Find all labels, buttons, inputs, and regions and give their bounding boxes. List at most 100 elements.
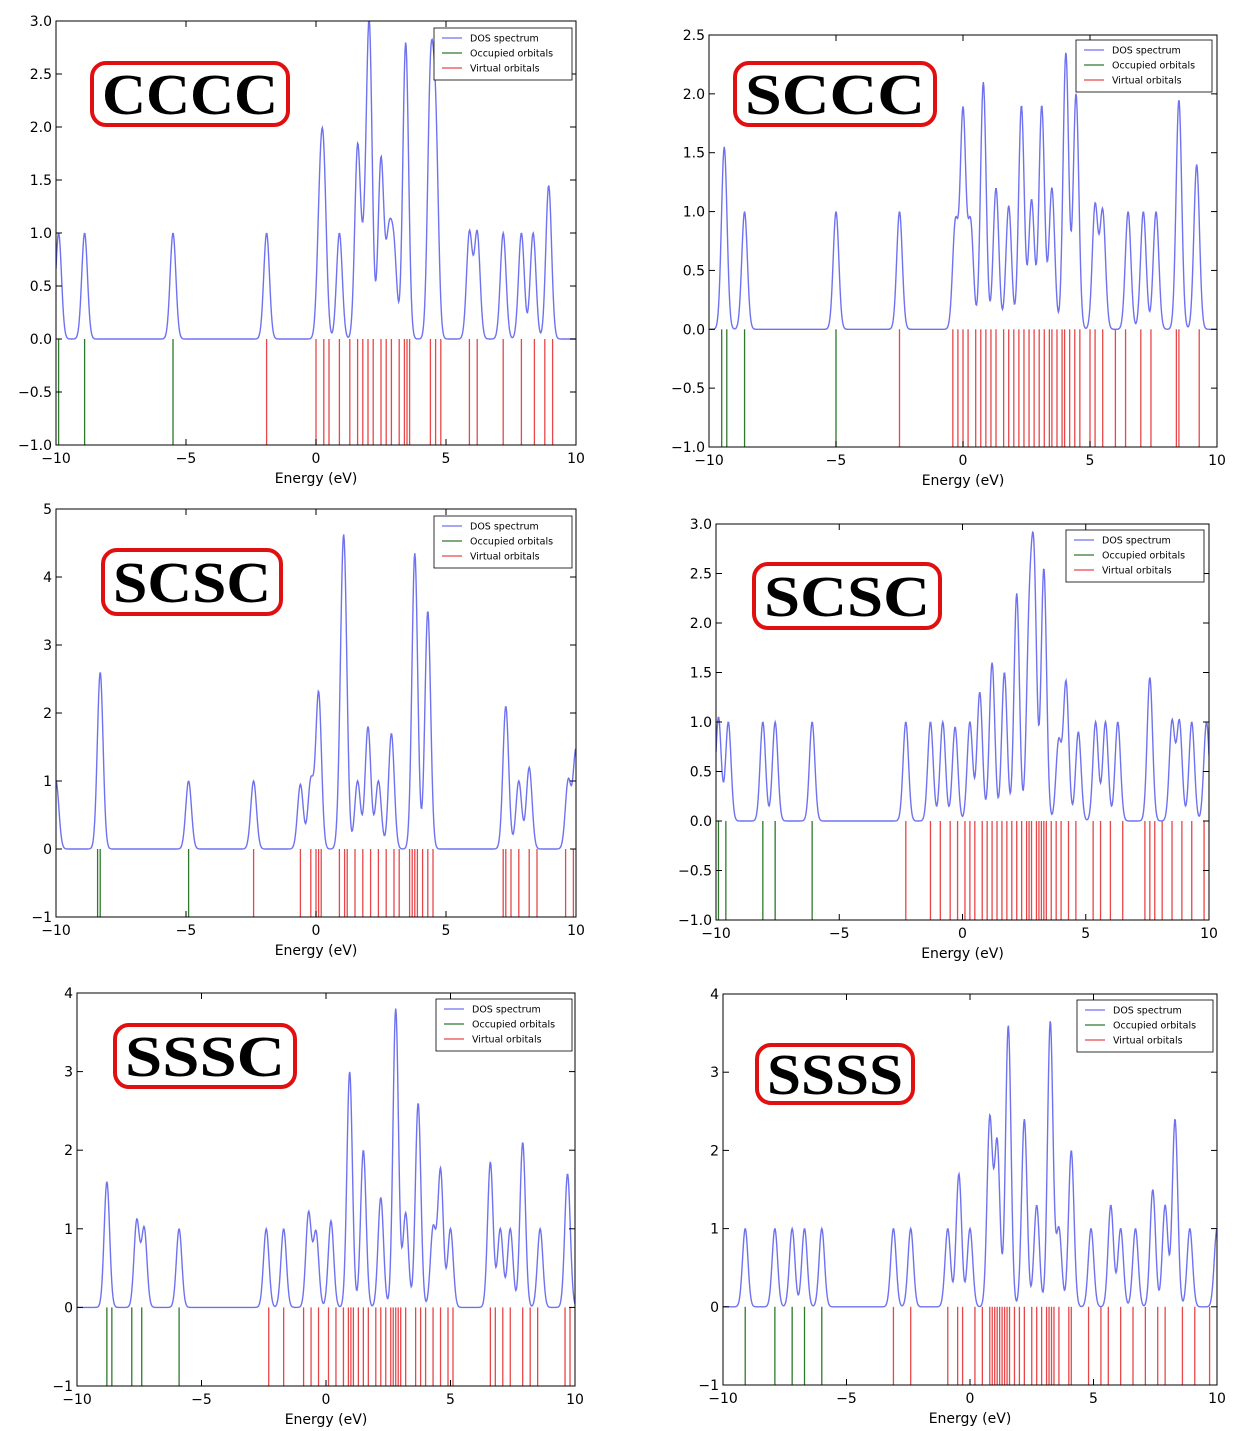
y-tick-label: 1.0: [683, 205, 705, 221]
legend-entry-dos: DOS spectrum: [470, 34, 539, 45]
y-tick-label: 2.0: [683, 87, 705, 103]
y-tick-label: 1.5: [690, 666, 712, 682]
legend-entry-occupied: Occupied orbitals: [470, 537, 553, 548]
panel-title: SSSS: [767, 1042, 903, 1107]
y-tick-label: 2.5: [30, 67, 52, 83]
y-tick-label: 3: [710, 1065, 719, 1081]
y-tick-label: 2.0: [30, 120, 52, 136]
legend-entry-virtual: Virtual orbitals: [1112, 76, 1182, 87]
badge-frame: [101, 548, 283, 616]
y-tick-label: 2.0: [690, 616, 712, 632]
panel-title-badge: SCSC: [752, 562, 942, 630]
y-tick-label: 2.5: [683, 28, 705, 44]
badge-frame: [90, 61, 290, 127]
legend-box: [433, 515, 573, 569]
badge-frame: [755, 1043, 915, 1105]
x-tick-label: −10: [694, 453, 724, 469]
x-axis-label: Energy (eV): [922, 473, 1005, 489]
x-tick-label: −10: [62, 1392, 92, 1408]
plot-area: [709, 52, 1217, 447]
x-tick-label: 5: [442, 923, 451, 939]
legend: DOS spectrum Occupied orbitals Virtual orb…: [1065, 529, 1205, 583]
legend-entry-occupied: Occupied orbitals: [470, 49, 553, 60]
y-tick-label: 2: [710, 1143, 719, 1159]
y-tick-label: 0.0: [30, 332, 52, 348]
legend-box: [1065, 529, 1205, 583]
y-tick-label: 4: [64, 986, 73, 1002]
legend: DOS spectrum Occupied orbitals Virtual orb…: [1076, 999, 1214, 1053]
legend-box: [1076, 999, 1214, 1053]
y-tick-label: 3.0: [690, 517, 712, 533]
dos-curve: [56, 534, 576, 850]
x-tick-label: 10: [1200, 926, 1218, 942]
panel-title: SSSC: [125, 1024, 285, 1089]
x-tick-label: −5: [836, 1391, 857, 1407]
dos-curve: [716, 530, 1209, 822]
plot-area: [56, 534, 576, 917]
y-tick-label: 0: [43, 842, 52, 858]
x-axis-label: Energy (eV): [285, 1412, 368, 1428]
panel-title-badge: CCCC: [90, 61, 290, 127]
y-tick-label: −1.0: [678, 913, 712, 929]
x-tick-label: −10: [708, 1391, 738, 1407]
y-tick-label: −1: [31, 910, 52, 926]
y-tick-label: 1.5: [683, 146, 705, 162]
y-tick-label: −1: [52, 1379, 73, 1395]
y-tick-label: 3: [43, 638, 52, 654]
y-tick-label: 1.5: [30, 173, 52, 189]
y-tick-label: 2.5: [690, 567, 712, 583]
dos-curve: [56, 21, 576, 340]
y-tick-label: −0.5: [671, 381, 705, 397]
x-axis-label: Energy (eV): [275, 943, 358, 959]
legend-box: [1075, 39, 1213, 93]
dos-curve: [709, 52, 1217, 330]
badge-frame: [113, 1023, 297, 1089]
legend-entry-occupied: Occupied orbitals: [1113, 1021, 1196, 1032]
x-tick-label: 5: [442, 451, 451, 467]
y-tick-label: 3.0: [30, 14, 52, 30]
x-tick-label: 5: [1086, 453, 1095, 469]
panel-title: SCSC: [113, 550, 271, 615]
y-tick-label: 1.0: [690, 715, 712, 731]
badge-frame: [733, 61, 937, 127]
x-axis-label: Energy (eV): [921, 946, 1004, 962]
legend-box: [433, 27, 573, 81]
y-tick-label: 5: [43, 502, 52, 518]
y-tick-label: 0.0: [683, 322, 705, 338]
plot-area: [77, 1008, 575, 1386]
dos-panel-1: −10 −5 0 5 10 −1.0 −0.5 0.0 0.5 1.0 1.5 2.0 2.5 3.0 En…: [18, 14, 585, 487]
panel-title-badge: SCSC: [101, 548, 283, 616]
x-tick-label: 0: [312, 923, 321, 939]
dos-curve: [723, 1021, 1217, 1308]
legend-entry-occupied: Occupied orbitals: [472, 1020, 555, 1031]
x-tick-label: 5: [446, 1392, 455, 1408]
panel-title: SCSC: [764, 564, 930, 629]
x-tick-label: 0: [312, 451, 321, 467]
legend-box: [435, 998, 573, 1052]
x-tick-label: −10: [701, 926, 731, 942]
y-tick-label: 1: [43, 774, 52, 790]
legend-entry-dos: DOS spectrum: [1113, 1006, 1182, 1017]
y-tick-label: −0.5: [18, 385, 52, 401]
y-tick-label: 1.0: [30, 226, 52, 242]
y-tick-label: −1.0: [671, 440, 705, 456]
legend-entry-virtual: Virtual orbitals: [472, 1035, 542, 1046]
legend-entry-virtual: Virtual orbitals: [470, 64, 540, 75]
dos-curve: [77, 1008, 575, 1309]
legend-entry-occupied: Occupied orbitals: [1102, 551, 1185, 562]
legend: DOS spectrum Occupied orbitals Virtual orb…: [433, 515, 573, 569]
badge-frame: [752, 562, 942, 630]
y-tick-label: −1: [698, 1378, 719, 1394]
y-tick-label: 2: [43, 706, 52, 722]
y-tick-label: 4: [710, 987, 719, 1003]
x-tick-label: 0: [958, 926, 967, 942]
x-tick-label: 0: [322, 1392, 331, 1408]
x-tick-label: 10: [566, 1392, 584, 1408]
y-tick-label: −1.0: [18, 438, 52, 454]
plot-area: [56, 21, 576, 445]
legend-entry-virtual: Virtual orbitals: [1113, 1036, 1183, 1047]
legend-entry-dos: DOS spectrum: [1102, 536, 1171, 547]
